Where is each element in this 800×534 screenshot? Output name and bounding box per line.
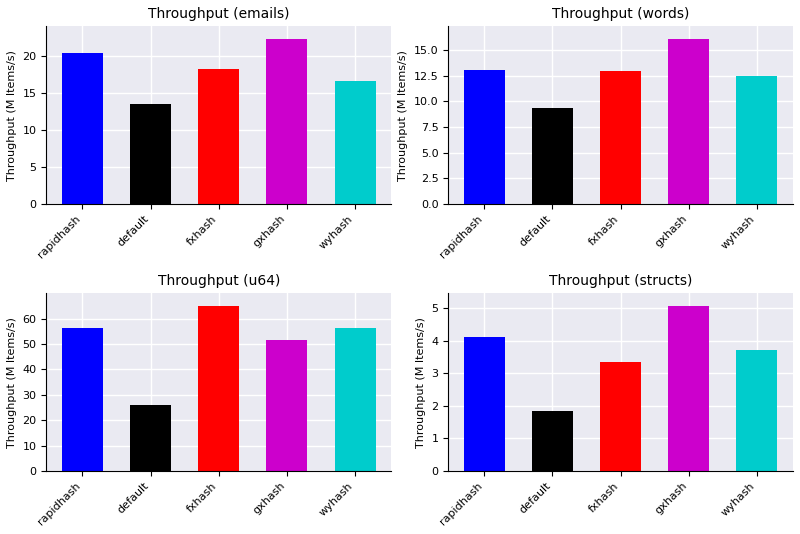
Bar <box>668 307 710 471</box>
Bar <box>668 40 710 204</box>
Bar <box>198 68 239 204</box>
Bar <box>62 327 103 471</box>
Bar <box>62 53 103 204</box>
Bar <box>130 104 171 204</box>
Title: Throughput (emails): Throughput (emails) <box>148 7 290 21</box>
Y-axis label: Throughput (M Items/s): Throughput (M Items/s) <box>398 50 408 180</box>
Bar <box>198 307 239 471</box>
Bar <box>334 328 375 471</box>
Bar <box>464 69 505 204</box>
Bar <box>130 405 171 471</box>
Y-axis label: Throughput (M Items/s): Throughput (M Items/s) <box>7 317 17 447</box>
Bar <box>600 70 641 204</box>
Bar <box>532 108 573 204</box>
Y-axis label: Throughput (M Items/s): Throughput (M Items/s) <box>416 317 426 447</box>
Bar <box>600 362 641 471</box>
Bar <box>737 76 778 204</box>
Title: Throughput (structs): Throughput (structs) <box>549 274 692 288</box>
Bar <box>532 411 573 471</box>
Bar <box>464 337 505 471</box>
Title: Throughput (u64): Throughput (u64) <box>158 274 280 288</box>
Title: Throughput (words): Throughput (words) <box>552 7 690 21</box>
Bar <box>737 350 778 471</box>
Y-axis label: Throughput (M Items/s): Throughput (M Items/s) <box>7 50 17 180</box>
Bar <box>334 81 375 204</box>
Bar <box>266 340 307 471</box>
Bar <box>266 40 307 204</box>
